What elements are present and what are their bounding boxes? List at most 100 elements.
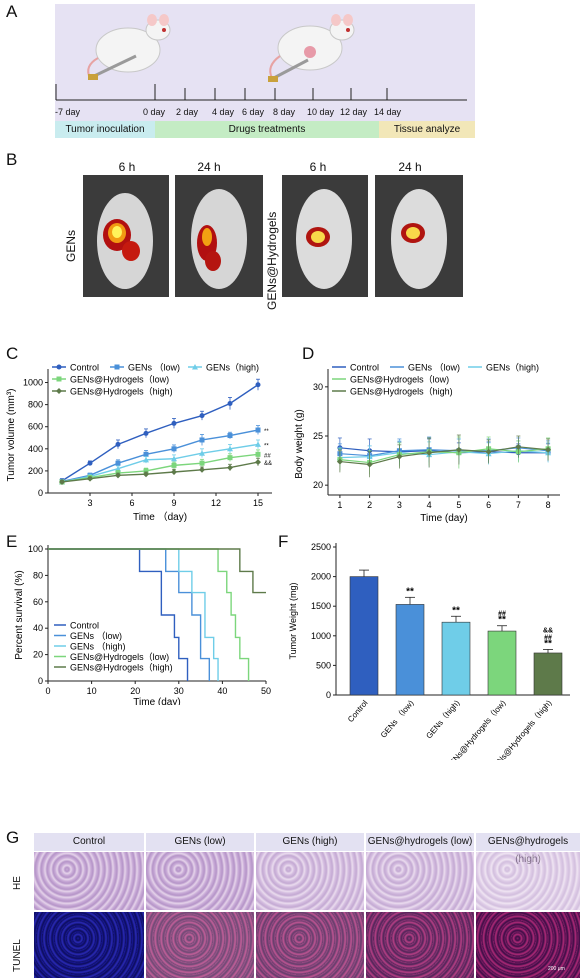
data-point	[396, 453, 403, 460]
x-tick-label: 10	[87, 686, 97, 696]
y-tick-label: 0	[38, 676, 43, 686]
fluorescence-image-gens-6h	[83, 175, 169, 297]
x-tick-label: 0	[45, 686, 50, 696]
data-point	[199, 466, 205, 473]
legend-entry: GENs@Hydrogels（low)	[70, 375, 169, 385]
data-point	[227, 464, 233, 471]
column-header: GENs@hydrogels (high)	[476, 833, 580, 865]
legend-entry: GENs （high)	[70, 642, 126, 652]
data-point	[56, 388, 62, 394]
x-tick-label: 6	[486, 500, 491, 510]
data-point	[227, 401, 233, 407]
tunel-image-hydrogels-high	[476, 912, 580, 978]
x-axis-label: Time （day)	[133, 511, 187, 523]
survival-curve	[48, 548, 250, 681]
he-image-hydrogels-high	[476, 852, 580, 910]
series-line	[61, 429, 259, 483]
y-tick-label: 80	[33, 570, 43, 580]
data-point	[115, 472, 121, 479]
data-point	[255, 427, 261, 433]
category-label: Control	[346, 698, 370, 724]
y-tick-label: 1000	[23, 378, 43, 388]
x-tick-label: 6	[129, 498, 134, 508]
significance-mark: **	[264, 429, 269, 435]
series-line	[61, 443, 259, 483]
y-tick-label: 0	[38, 488, 43, 498]
panel-letter-c: C	[6, 344, 19, 363]
day-label: 12 day	[340, 107, 368, 117]
tumor-weight-chart: 0 500 1000 1500 2000 2500 Tumor Weight (mg) Con…	[288, 542, 570, 760]
y-tick-label: 20	[313, 480, 323, 490]
data-point	[426, 449, 433, 456]
legend-entry: GENs@Hydrogels（high)	[350, 387, 453, 397]
data-point	[143, 430, 149, 436]
day-label: 14 day	[374, 107, 402, 117]
significance-mark: **	[264, 443, 269, 449]
significance-mark: **	[406, 586, 414, 597]
phase-tumor-inoculation: Tumor inoculation	[55, 121, 155, 138]
panel-letter-b: B	[6, 150, 18, 169]
series-line	[61, 453, 259, 483]
x-tick-label: 40	[217, 686, 227, 696]
y-tick-label: 30	[313, 382, 323, 392]
x-tick-label: 7	[516, 500, 521, 510]
data-point	[87, 475, 93, 482]
series-line	[61, 384, 259, 482]
day-label: 8 day	[273, 107, 296, 117]
data-point	[199, 413, 205, 419]
significance-mark: &&	[264, 461, 272, 467]
survival-curve	[48, 548, 219, 681]
data-point	[115, 460, 121, 466]
data-point	[227, 455, 233, 461]
x-tick-label: 20	[130, 686, 140, 696]
data-point	[143, 471, 149, 478]
data-point	[199, 437, 205, 443]
y-tick-label: 100	[28, 544, 43, 554]
timeline-axis	[55, 84, 467, 101]
phase-tissue-analyze: Tissue analyze	[379, 121, 475, 138]
significance-mark: ##	[498, 611, 506, 618]
data-point	[143, 451, 149, 457]
survival-curve	[48, 548, 266, 594]
legend-entry: Control	[70, 621, 99, 631]
data-point	[171, 446, 177, 452]
data-point	[485, 448, 492, 455]
x-tick-label: 8	[546, 500, 551, 510]
data-point	[336, 458, 343, 465]
x-tick-label: 30	[174, 686, 184, 696]
panel-letter-f: F	[278, 532, 289, 551]
x-tick-label: 2	[367, 500, 372, 510]
x-tick-label: 9	[171, 498, 176, 508]
data-point	[171, 469, 177, 476]
data-point	[56, 364, 62, 370]
y-tick-label: 500	[316, 660, 331, 670]
column-header: Control	[34, 833, 144, 851]
time-label: 6 h	[309, 160, 327, 174]
significance-mark: **	[498, 615, 506, 626]
x-tick-label: 15	[253, 498, 263, 508]
category-label: GENs（high)	[424, 698, 461, 740]
series-line	[61, 461, 259, 483]
y-tick-label: 20	[33, 650, 43, 660]
mouse-illustration-1	[87, 14, 171, 80]
data-point	[87, 460, 93, 466]
data-point	[199, 460, 205, 466]
bar	[487, 630, 517, 696]
day-label: 0 day	[143, 107, 166, 117]
legend-entry: Control	[350, 363, 379, 373]
legend-entry: GENs@Hydrogels（low)	[350, 375, 449, 385]
data-point	[115, 441, 121, 447]
data-point	[366, 461, 373, 468]
survival-curve	[48, 548, 189, 681]
panel-letter-g: G	[6, 828, 20, 847]
data-point	[56, 376, 62, 382]
panel-letter-e: E	[6, 532, 18, 551]
y-tick-label: 800	[28, 400, 43, 410]
y-tick-label: 60	[33, 597, 43, 607]
series-line	[339, 446, 549, 466]
he-image-control	[34, 852, 144, 910]
y-tick-label: 1000	[311, 631, 331, 641]
y-tick-label: 1500	[311, 601, 331, 611]
time-label: 24 h	[398, 160, 422, 174]
y-tick-label: 0	[326, 690, 331, 700]
